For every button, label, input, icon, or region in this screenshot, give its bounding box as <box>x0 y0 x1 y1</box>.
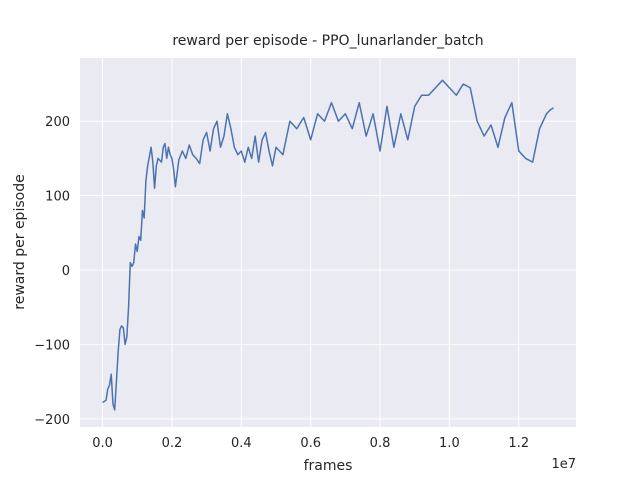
x-tick-label: 0.8 <box>370 436 391 451</box>
x-tick-label: 0.6 <box>300 436 321 451</box>
y-axis-label: reward per episode <box>12 174 28 309</box>
line <box>102 79 554 411</box>
y-tick-label: 100 <box>45 190 70 205</box>
x-axis-label: frames <box>304 458 353 474</box>
x-tick-label: 0.0 <box>92 436 113 451</box>
y-tick-label: −200 <box>34 413 70 428</box>
x-tick-label: 1.0 <box>439 436 460 451</box>
y-tick-label: 0 <box>62 264 70 279</box>
y-tick-label: 200 <box>45 115 70 130</box>
x-tick-label: 0.4 <box>231 436 252 451</box>
y-tick-label: −100 <box>34 338 70 353</box>
x-tick-label: 1.2 <box>508 436 529 451</box>
x-tick-label: 0.2 <box>162 436 183 451</box>
plot-area <box>80 58 576 427</box>
chart-title: reward per episode - PPO_lunarlander_bat… <box>172 33 483 49</box>
x-offset-label: 1e7 <box>551 457 576 472</box>
